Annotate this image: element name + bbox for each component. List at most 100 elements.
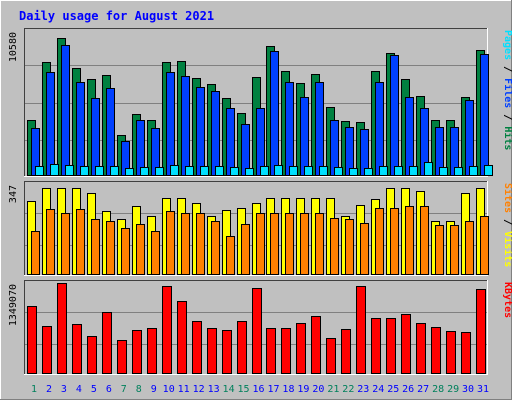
day-label-10: 10 (163, 384, 175, 395)
bar-sites-day-30 (465, 221, 474, 275)
series-label-visits: Visits (502, 231, 512, 267)
bar-files-day-5 (91, 98, 100, 176)
day-label-17: 17 (267, 384, 279, 395)
bar-pages-day-13 (215, 166, 224, 176)
day-label-6: 6 (106, 384, 112, 395)
bar-pages-day-4 (80, 166, 89, 176)
bar-sites-day-12 (196, 213, 205, 275)
bar-kbytes-day-11 (177, 301, 187, 374)
bar-files-day-13 (211, 91, 220, 176)
bar-kbytes-day-2 (42, 326, 52, 374)
bar-kbytes-day-26 (401, 314, 411, 374)
bar-pages-day-31 (484, 165, 493, 176)
day-label-11: 11 (178, 384, 190, 395)
bar-sites-day-17 (270, 213, 279, 275)
bar-pages-day-21 (334, 167, 343, 176)
bar-kbytes-day-29 (446, 331, 456, 374)
bar-kbytes-day-14 (222, 330, 232, 374)
bar-pages-day-9 (155, 167, 164, 176)
bar-sites-day-25 (390, 208, 399, 275)
bar-kbytes-day-18 (281, 328, 291, 374)
bar-files-day-18 (285, 82, 294, 176)
bar-pages-day-18 (289, 166, 298, 176)
bar-sites-day-22 (345, 219, 354, 275)
bar-pages-day-3 (65, 165, 74, 176)
day-label-16: 16 (252, 384, 264, 395)
bar-kbytes-day-22 (341, 329, 351, 374)
series-label-separator: / (502, 108, 512, 126)
series-label: Pages / Files / Hits (502, 30, 512, 150)
day-label-23: 23 (357, 384, 369, 395)
bar-sites-day-28 (435, 225, 444, 275)
bar-sites-day-9 (151, 231, 160, 275)
bar-sites-day-18 (285, 213, 294, 275)
bar-kbytes-day-24 (371, 318, 381, 374)
bar-kbytes-day-10 (162, 286, 172, 374)
bar-kbytes-day-6 (102, 312, 112, 374)
day-label-1: 1 (31, 384, 37, 395)
bar-sites-day-10 (166, 211, 175, 275)
bar-pages-day-24 (379, 166, 388, 176)
bar-pages-day-26 (409, 166, 418, 176)
ymax-label: 10580 (8, 32, 19, 62)
bar-kbytes-day-1 (27, 306, 37, 374)
bar-pages-day-19 (304, 166, 313, 176)
day-label-27: 27 (417, 384, 429, 395)
bar-kbytes-day-8 (132, 330, 142, 374)
day-label-22: 22 (342, 384, 354, 395)
bar-files-day-2 (46, 72, 55, 176)
bar-pages-day-8 (140, 167, 149, 176)
bar-pages-day-28 (439, 167, 448, 176)
bar-files-day-24 (375, 82, 384, 176)
bar-files-day-12 (196, 87, 205, 176)
day-label-7: 7 (121, 384, 127, 395)
bar-sites-day-4 (76, 209, 85, 275)
bar-kbytes-day-9 (147, 328, 157, 374)
series-label-hits: Hits (502, 126, 512, 150)
day-label-31: 31 (477, 384, 489, 395)
bar-files-day-3 (61, 45, 70, 176)
bar-pages-day-11 (185, 166, 194, 176)
day-label-21: 21 (327, 384, 339, 395)
day-label-13: 13 (208, 384, 220, 395)
series-label-pages: Pages (502, 30, 512, 60)
ymax-label: 347 (8, 185, 19, 203)
day-label-24: 24 (372, 384, 384, 395)
bar-files-day-11 (181, 76, 190, 176)
bar-kbytes-day-13 (207, 328, 217, 374)
series-label-kbytes: KBytes (502, 282, 512, 318)
bar-sites-day-16 (256, 213, 265, 275)
bar-pages-day-17 (274, 165, 283, 176)
bar-sites-day-11 (181, 213, 190, 275)
bar-sites-day-2 (46, 209, 55, 275)
day-label-19: 19 (297, 384, 309, 395)
bar-sites-day-7 (121, 228, 130, 275)
bar-sites-day-8 (136, 224, 145, 275)
bar-sites-day-20 (315, 213, 324, 275)
day-label-26: 26 (402, 384, 414, 395)
bar-kbytes-day-4 (72, 324, 82, 374)
bar-files-day-10 (166, 72, 175, 176)
day-label-18: 18 (282, 384, 294, 395)
bar-pages-day-29 (454, 167, 463, 176)
bar-kbytes-day-16 (252, 288, 262, 374)
day-label-20: 20 (312, 384, 324, 395)
bar-kbytes-day-15 (237, 321, 247, 374)
bar-kbytes-day-20 (311, 316, 321, 374)
bar-files-day-20 (315, 82, 324, 176)
bar-kbytes-day-30 (461, 332, 471, 374)
bar-sites-day-29 (450, 225, 459, 275)
bar-kbytes-day-21 (326, 338, 336, 374)
bar-files-day-26 (405, 97, 414, 176)
day-axis: 1 2 3 4 5 6 7 8 9 10 11 12 13 14 15 16 17 18 19 20 21 22 23 24 2… (31, 384, 489, 395)
bar-files-day-19 (300, 97, 309, 176)
bar-sites-day-23 (360, 223, 369, 275)
bar-pages-day-2 (50, 164, 59, 176)
kbytes-panel: 1349070 KBytes (8, 280, 512, 375)
bar-kbytes-day-7 (117, 340, 127, 374)
bar-pages-day-12 (200, 166, 209, 176)
bar-sites-day-19 (300, 213, 309, 275)
bar-sites-day-5 (91, 219, 100, 275)
bar-kbytes-day-3 (57, 283, 67, 374)
